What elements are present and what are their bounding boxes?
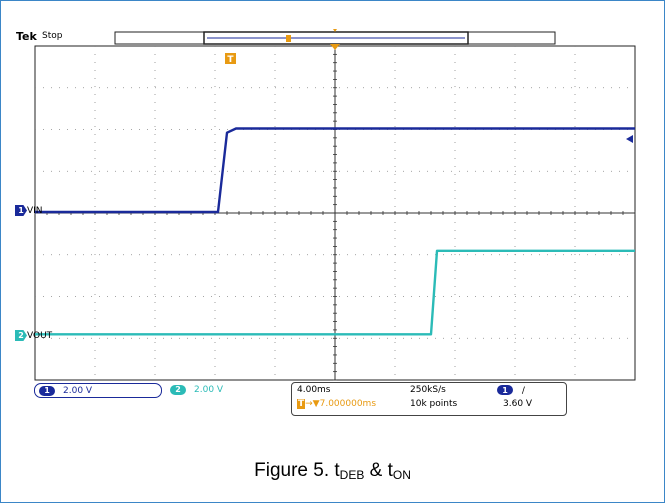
figure-caption: Figure 5. tDEB & tON: [0, 460, 665, 482]
ch1-badge: 1: [15, 205, 27, 216]
expansion-point-marker: [330, 44, 340, 50]
ch1-ground-marker: 1 VIN: [15, 205, 43, 216]
ch1-scale: 2.00 V: [63, 385, 93, 396]
delay-arrow-icon: →▼: [305, 399, 320, 409]
ch2-badge: 2: [15, 330, 27, 341]
ch2-label: VOUT: [27, 330, 53, 341]
waveform-vin: [35, 127, 635, 214]
timebase-trigger-readout[interactable]: 4.00ms 250kS/s T→▼7.000000ms 10k points …: [291, 382, 567, 416]
ch2-scale-readout[interactable]: 2 2.00 V: [166, 383, 286, 396]
trigger-level: 3.60 V: [503, 399, 533, 409]
caption-sub-deb: DEB: [339, 468, 365, 482]
record-length: 10k points: [410, 399, 458, 409]
overview-trigger-marker: [286, 35, 291, 42]
trigger-source-readout: 1 ∕: [497, 385, 525, 396]
rising-edge-icon: ∕: [521, 385, 525, 396]
trigger-delay-readout: T→▼7.000000ms: [297, 399, 376, 409]
acquisition-state: Stop: [42, 31, 63, 41]
brand-label: Tek: [16, 30, 37, 43]
caption-prefix: Figure 5. t: [254, 460, 340, 481]
trigger-position-marker: [225, 53, 236, 64]
waveform-plot: T: [34, 29, 636, 381]
trigger-source-chip: 1: [497, 385, 513, 395]
ch2-chip: 2: [170, 384, 186, 395]
overview-center-marker: [333, 29, 337, 32]
ch2-scale: 2.00 V: [194, 384, 224, 395]
sample-rate: 250kS/s: [410, 385, 446, 395]
oscilloscope-screen: T Tek Stop 1 VIN 2 VOUT 1 2.00 V 2 2.00 …: [14, 28, 654, 416]
horizontal-scale: 4.00ms: [297, 385, 331, 395]
status-bar: 1 2.00 V 2 2.00 V 4.00ms 250kS/s T→▼7.00…: [14, 380, 654, 416]
caption-sub-on: ON: [392, 468, 411, 482]
ch1-label: VIN: [27, 205, 43, 216]
waveform-vout: [35, 249, 635, 336]
caption-mid: & t: [364, 460, 393, 481]
ch1-chip: 1: [39, 385, 55, 396]
trigger-level-marker: [626, 135, 633, 143]
ch1-scale-readout[interactable]: 1 2.00 V: [34, 383, 162, 398]
trigger-delay: 7.000000ms: [319, 399, 377, 409]
trigger-delay-icon: T: [297, 399, 306, 409]
trigger-position-label: T: [227, 55, 234, 65]
ch2-ground-marker: 2 VOUT: [15, 330, 52, 341]
